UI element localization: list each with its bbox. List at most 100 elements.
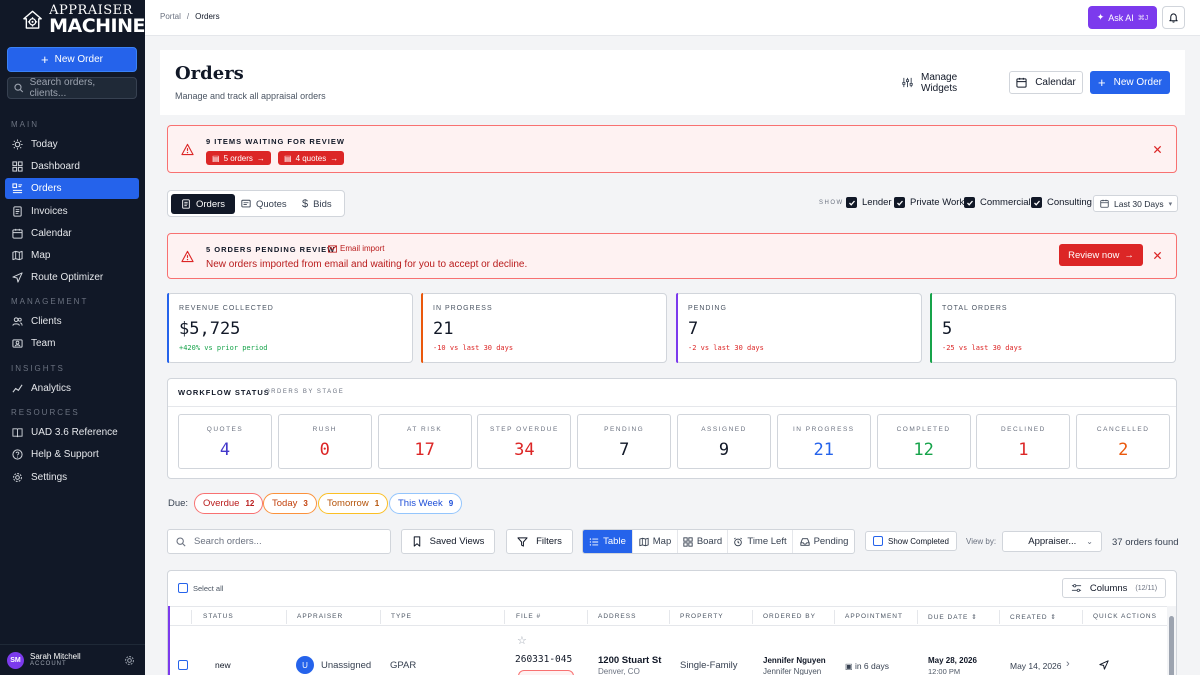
filter-consulting-checkbox[interactable]: Consulting (1031, 197, 1092, 208)
sidebar-item-settings[interactable]: Settings (5, 467, 139, 488)
sidebar-item-orders[interactable]: Orders (5, 178, 139, 199)
column-due-date[interactable]: DUE DATE ⇕ (928, 613, 978, 621)
sidebar-new-order-button[interactable]: + New Order (7, 47, 137, 72)
scrollbar-thumb[interactable] (1169, 616, 1174, 675)
columns-button[interactable]: Columns (12/11) (1062, 578, 1166, 598)
search-icon (14, 83, 24, 93)
sidebar-item-clients[interactable]: Clients (5, 311, 139, 332)
page-subtitle: Manage and track all appraisal orders (175, 91, 326, 101)
stat-accent-bar (676, 293, 678, 363)
workflow-stage-card[interactable]: IN PROGRESS 21 (776, 414, 871, 469)
view-board-button[interactable]: Board (678, 530, 728, 553)
view-pending-button[interactable]: Pending (793, 530, 855, 553)
stat-card[interactable]: IN PROGRESS 21 -10 vs last 30 days (421, 293, 667, 363)
sidebar-search-input[interactable]: Search orders, clients... (7, 77, 137, 99)
sidebar-item-team[interactable]: Team (5, 333, 139, 354)
workflow-stage-card[interactable]: CANCELLED 2 (1076, 414, 1171, 469)
column-appraiser[interactable]: APPRAISER (297, 613, 344, 620)
funnel-icon (517, 536, 528, 547)
notifications-button[interactable] (1162, 6, 1185, 29)
column-file[interactable]: FILE # (516, 613, 542, 620)
manage-widgets-button[interactable]: Manage Widgets (902, 71, 996, 94)
review-now-button[interactable]: Review now → (1059, 244, 1143, 266)
view-time-left-button[interactable]: Time Left (728, 530, 793, 553)
section-main: MAIN (11, 120, 39, 129)
calendar-icon (12, 228, 23, 239)
workflow-stage-card[interactable]: QUOTES 4 (178, 414, 272, 469)
tab-orders[interactable]: Orders (171, 194, 236, 214)
tab-bids[interactable]: $ Bids (292, 194, 342, 214)
orders-table: Select all Columns (12/11) STATUS APPRAI… (167, 570, 1177, 675)
column-address[interactable]: ADDRESS (598, 613, 637, 620)
tab-quotes[interactable]: Quotes (231, 194, 297, 214)
filter-commercial-checkbox[interactable]: Commercial (964, 197, 1031, 208)
show-completed-checkbox[interactable]: Show Completed (865, 531, 957, 551)
stat-delta: -10 vs last 30 days (433, 344, 514, 352)
view-map-button[interactable]: Map (633, 530, 678, 553)
close-icon[interactable] (1153, 251, 1162, 260)
workflow-stage-card[interactable]: DECLINED 1 (976, 414, 1071, 469)
chevron-right-icon[interactable]: › (1066, 658, 1070, 670)
quotes-review-pill[interactable]: ▤ 4 quotes → (278, 151, 345, 165)
view-by-select[interactable]: Appraiser... ⌄ (1002, 531, 1102, 552)
stat-card[interactable]: PENDING 7 -2 vs last 30 days (676, 293, 922, 363)
orders-review-pill[interactable]: ▤ 5 orders → (206, 151, 271, 165)
star-icon[interactable]: ☆ (517, 635, 527, 647)
sidebar-item-help[interactable]: Help & Support (5, 444, 139, 465)
due-tomorrow-pill[interactable]: Tomorrow 1 (318, 493, 389, 514)
view-board-label: Board (696, 536, 723, 547)
ask-ai-button[interactable]: ✦ Ask AI ⌘J (1088, 6, 1157, 29)
workflow-stage-card[interactable]: STEP OVERDUE 34 (477, 414, 572, 469)
stat-value: 7 (688, 319, 699, 339)
sidebar-item-route-optimizer[interactable]: Route Optimizer (5, 267, 139, 288)
calendar-button[interactable]: Calendar (1009, 71, 1083, 94)
sidebar-item-dashboard[interactable]: Dashboard (5, 156, 139, 177)
brand-logo[interactable]: APPRAISER MACHINE (0, 0, 145, 40)
workflow-stage-card[interactable]: COMPLETED 12 (876, 414, 971, 469)
orders-search-input[interactable]: Search orders... (167, 529, 391, 554)
bookmark-icon (413, 536, 420, 547)
row-appraiser[interactable]: Unassigned (321, 660, 372, 671)
gear-icon[interactable] (124, 655, 135, 666)
column-divider (191, 610, 192, 624)
select-all-checkbox[interactable]: Select all (178, 583, 223, 593)
date-range-select[interactable]: Last 30 Days ▾ (1093, 195, 1178, 212)
close-icon[interactable] (1153, 145, 1162, 154)
column-appointment[interactable]: APPOINTMENT (845, 613, 903, 620)
column-created[interactable]: CREATED ⇕ (1010, 613, 1057, 621)
column-status[interactable]: STATUS (203, 613, 234, 620)
send-arrow-icon[interactable] (1099, 660, 1109, 670)
sidebar-item-analytics[interactable]: Analytics (5, 378, 139, 399)
filter-private-checkbox[interactable]: Private Work (894, 197, 964, 208)
sidebar-item-calendar[interactable]: Calendar (5, 223, 139, 244)
stat-card[interactable]: REVENUE COLLECTED $5,725 +420% vs prior pe… (167, 293, 413, 363)
due-today-pill[interactable]: Today 3 (263, 493, 317, 514)
row-checkbox[interactable] (178, 660, 188, 670)
column-property[interactable]: PROPERTY (680, 613, 724, 620)
new-order-button[interactable]: + New Order (1090, 71, 1170, 94)
stat-card[interactable]: TOTAL ORDERS 5 -25 vs last 30 days (930, 293, 1176, 363)
user-account[interactable]: SM Sarah Mitchell ACCOUNT (0, 644, 145, 675)
workflow-stage-card[interactable]: ASSIGNED 9 (677, 414, 771, 469)
columns-count: (12/11) (1135, 584, 1158, 592)
column-ordered-by[interactable]: ORDERED BY (763, 613, 816, 620)
due-overdue-pill[interactable]: Overdue 12 (194, 493, 264, 514)
workflow-stage-card[interactable]: RUSH 0 (277, 414, 372, 469)
column-divider (286, 610, 287, 624)
row-file-number[interactable]: 260331-045 (515, 654, 573, 665)
table-scrollbar[interactable] (1167, 606, 1176, 675)
sidebar-item-uad-reference[interactable]: UAD 3.6 Reference (5, 422, 139, 443)
view-table-button[interactable]: Table (583, 530, 633, 553)
section-resources: RESOURCES (11, 408, 80, 417)
workflow-stage-card[interactable]: AT RISK 17 (377, 414, 472, 469)
workflow-stage-card[interactable]: PENDING 7 (577, 414, 672, 469)
due-this-week-pill[interactable]: This Week 9 (389, 493, 463, 514)
saved-views-button[interactable]: Saved Views (401, 529, 495, 554)
sidebar-item-map[interactable]: Map (5, 245, 139, 266)
filter-lender-checkbox[interactable]: Lender (846, 197, 892, 208)
column-type[interactable]: TYPE (391, 613, 412, 620)
sidebar-item-invoices[interactable]: Invoices (5, 201, 139, 222)
sidebar-item-today[interactable]: Today (5, 134, 139, 155)
breadcrumb-portal[interactable]: Portal (160, 12, 181, 21)
filters-button[interactable]: Filters (506, 529, 573, 554)
